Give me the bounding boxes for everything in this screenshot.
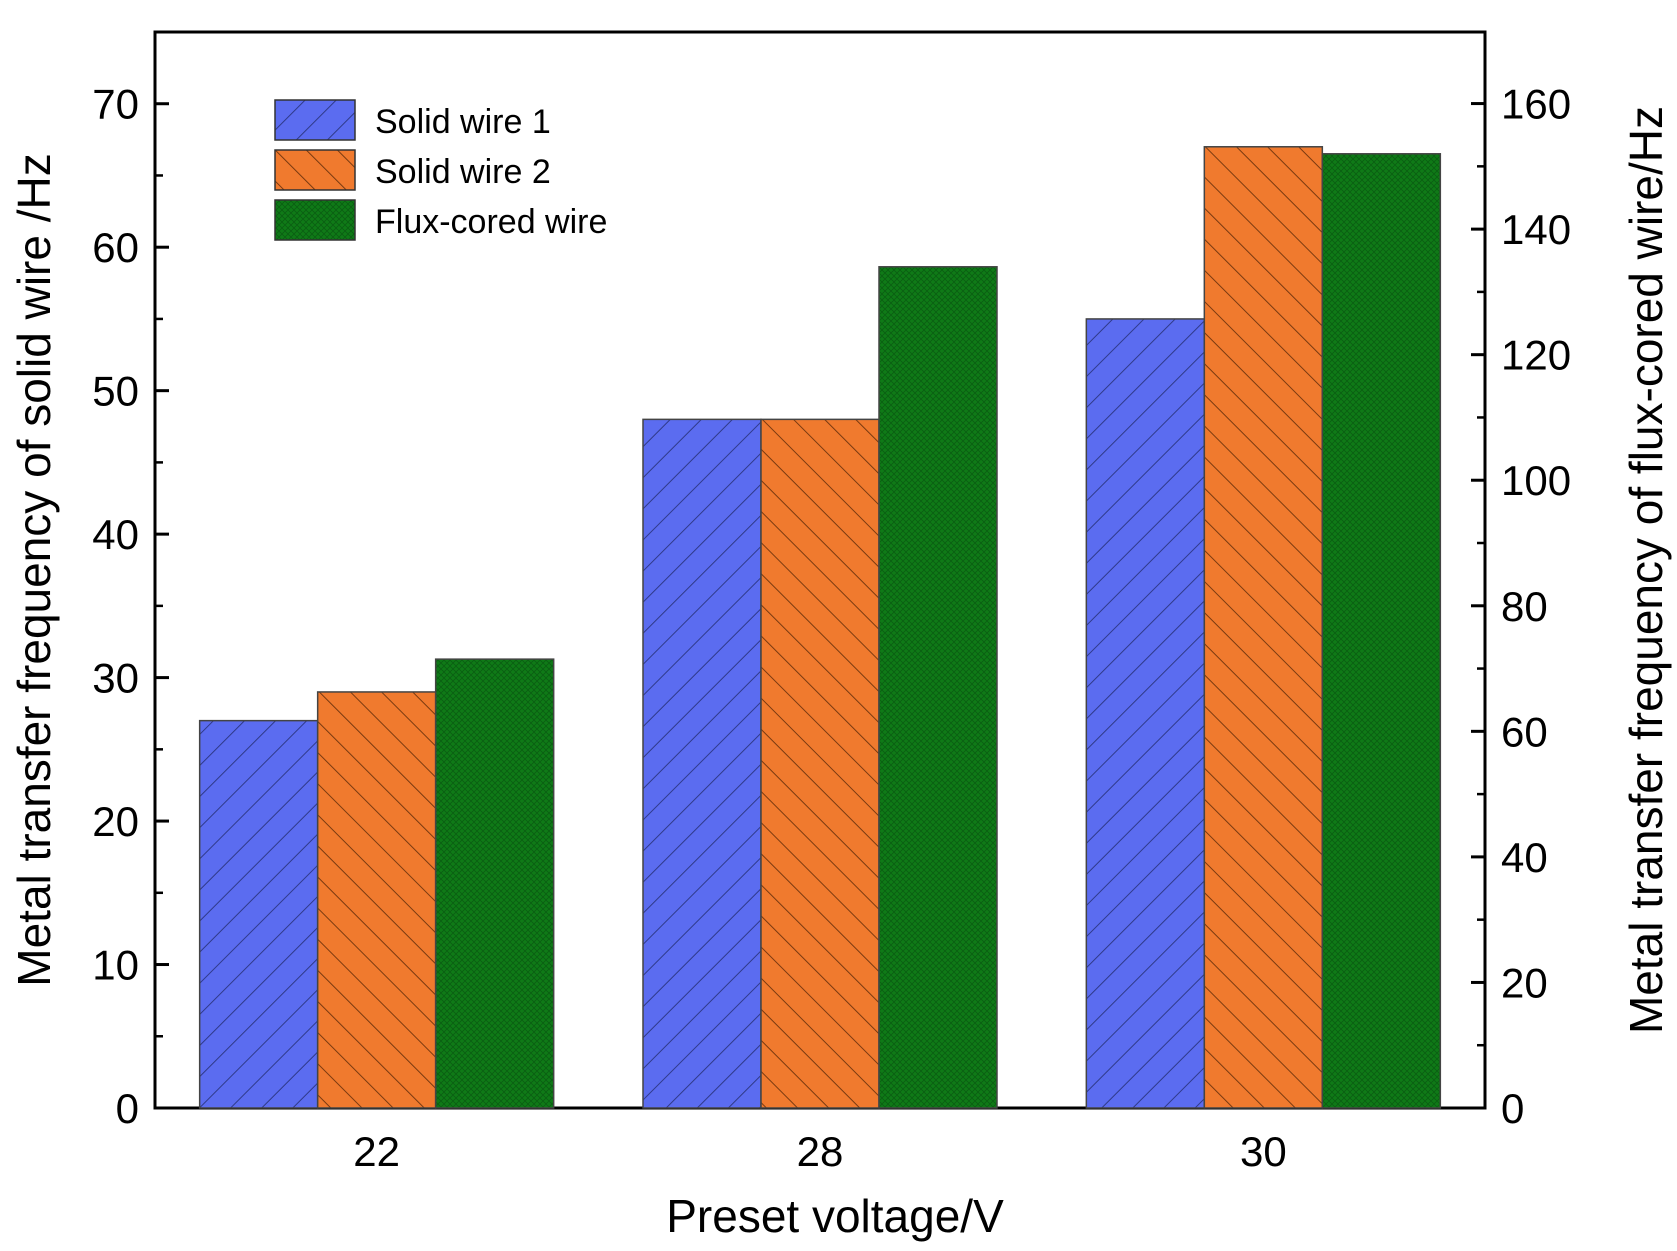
legend-swatch-solid-wire-1 xyxy=(274,99,356,141)
x-axis: 22 28 30 xyxy=(353,1094,1287,1175)
bar-series xyxy=(198,146,1442,1109)
bar-solid-wire-2-28 xyxy=(760,418,880,1109)
legend-label-solid-wire-1: Solid wire 1 xyxy=(375,103,551,141)
y2-tick-label: 40 xyxy=(1501,834,1548,881)
legend: Solid wire 1 Solid wire 2 Flux-cored wir… xyxy=(274,99,607,241)
bar-flux-cored-wire-22 xyxy=(434,658,555,1109)
legend-swatch-solid-wire-2 xyxy=(274,149,356,191)
y2-tick-label: 80 xyxy=(1501,583,1548,630)
y-tick-label: 20 xyxy=(92,798,139,845)
legend-swatch-flux-cored-wire xyxy=(274,199,356,241)
bar-solid-wire-2-22 xyxy=(316,691,437,1109)
x-tick-label: 30 xyxy=(1240,1128,1287,1175)
y-axis-title: Metal transfer frequency of solid wire /… xyxy=(8,153,60,986)
y2-tick-label: 120 xyxy=(1501,332,1571,379)
y2-tick-label: 60 xyxy=(1501,708,1548,755)
y2-tick-label: 20 xyxy=(1501,959,1548,1006)
y2-tick-label: 140 xyxy=(1501,206,1571,253)
y2-tick-label: 160 xyxy=(1501,81,1571,128)
y-tick-label: 70 xyxy=(92,81,139,128)
y2-tick-label: 0 xyxy=(1501,1085,1524,1132)
bar-solid-wire-1-30 xyxy=(1085,318,1206,1109)
bar-solid-wire-2-30 xyxy=(1203,146,1324,1109)
bar-flux-cored-wire-30 xyxy=(1321,153,1442,1109)
y-tick-label: 30 xyxy=(92,655,139,702)
x-tick-label: 28 xyxy=(797,1128,844,1175)
left-y-axis: 0 10 20 30 40 50 60 70 xyxy=(92,81,169,1132)
bar-solid-wire-1-28 xyxy=(642,418,762,1109)
x-tick-label: 22 xyxy=(353,1128,400,1175)
legend-label-flux-cored-wire: Flux-cored wire xyxy=(375,203,607,241)
y-tick-label: 60 xyxy=(92,224,139,271)
x-axis-title: Preset voltage/V xyxy=(666,1190,1004,1242)
y-tick-label: 40 xyxy=(92,511,139,558)
bar-solid-wire-1-22 xyxy=(198,719,319,1109)
bar-flux-cored-wire-28 xyxy=(878,266,998,1109)
y-tick-label: 0 xyxy=(116,1085,139,1132)
y2-axis-title: Metal transfer frequency of flux-cored w… xyxy=(1620,106,1672,1034)
legend-label-solid-wire-2: Solid wire 2 xyxy=(375,153,551,191)
y2-tick-label: 100 xyxy=(1501,457,1571,504)
right-y-axis: 0 20 40 60 80 100 120 140 160 xyxy=(1471,81,1571,1132)
y-tick-label: 50 xyxy=(92,368,139,415)
y-tick-label: 10 xyxy=(92,942,139,989)
